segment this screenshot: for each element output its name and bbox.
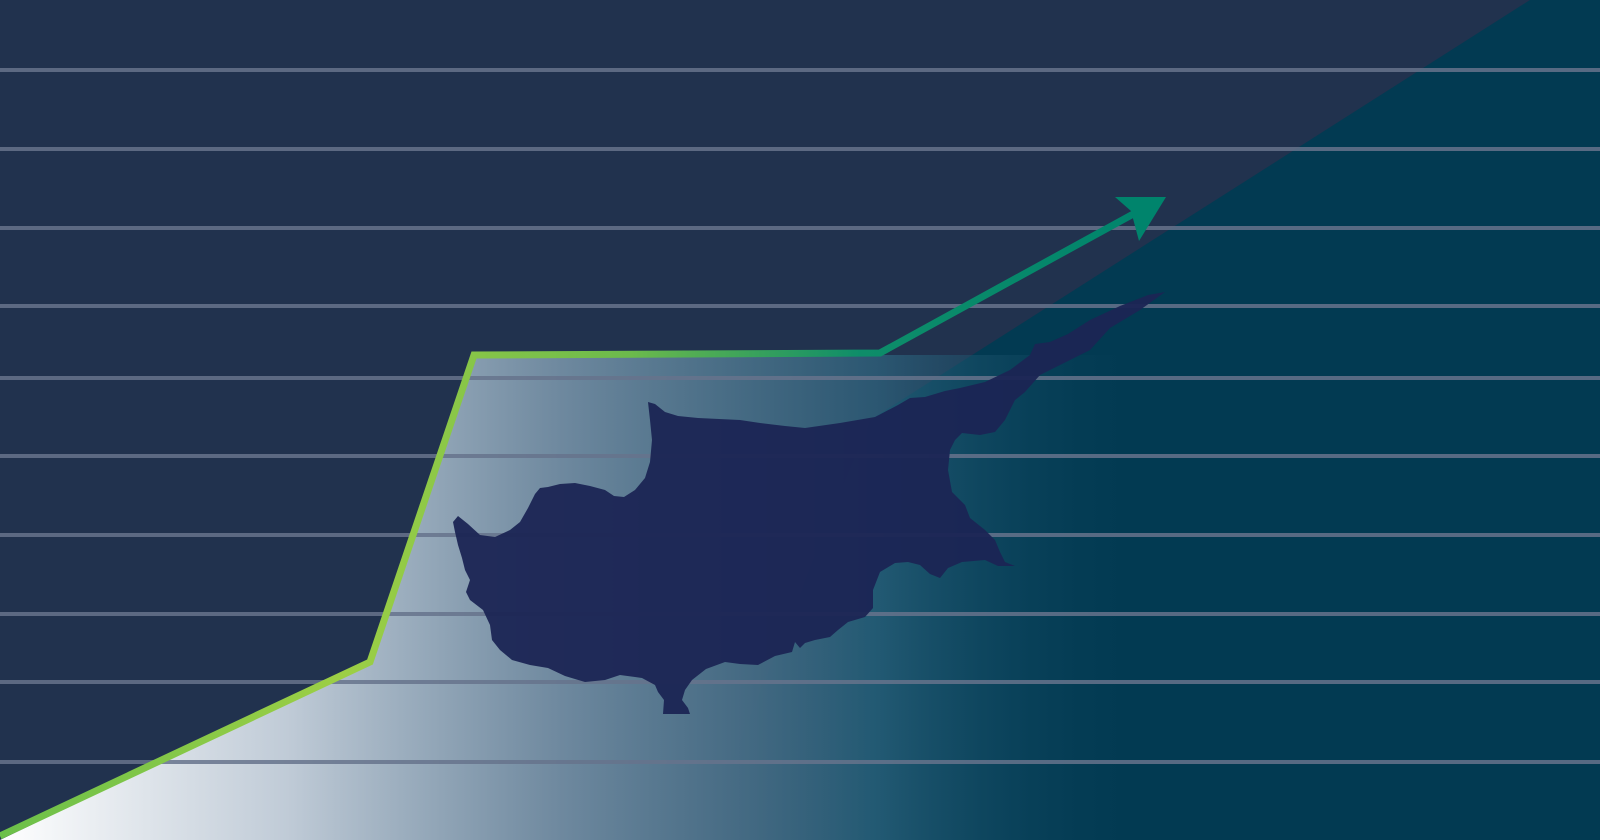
- arrow-head-icon: [1115, 197, 1166, 241]
- growth-line: [0, 203, 1148, 840]
- cyprus-map-icon: [453, 292, 1165, 714]
